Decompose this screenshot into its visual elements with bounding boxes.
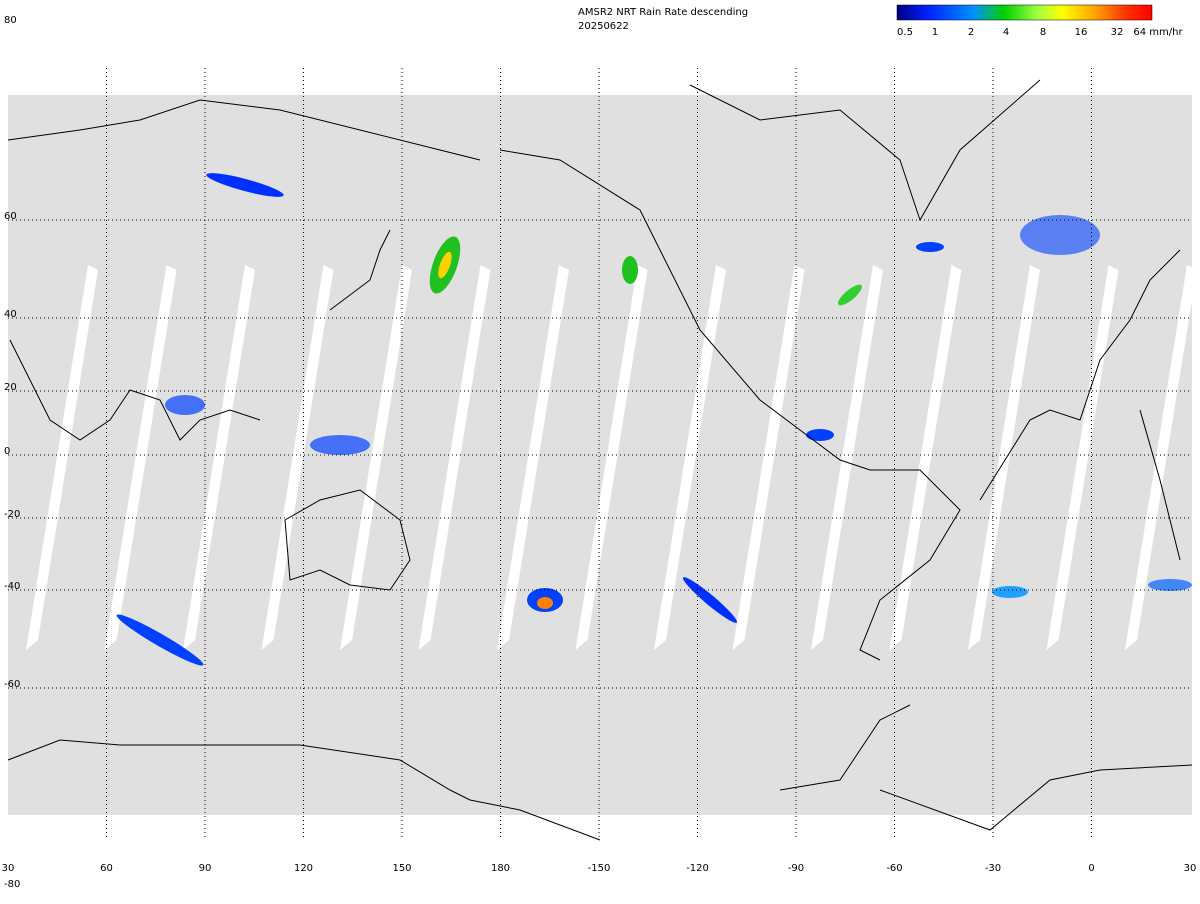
title: AMSR2 NRT Rain Rate descending — [578, 7, 748, 18]
colorbar-label: 0.5 — [897, 27, 913, 38]
colorbar-label: 4 — [1003, 27, 1009, 38]
lon-label: -90 — [788, 863, 804, 874]
swath-gap — [811, 265, 883, 650]
swath-gap — [183, 265, 255, 650]
lat-label: -20 — [4, 509, 20, 520]
colorbar-label: 8 — [1040, 27, 1046, 38]
swath-gap — [104, 265, 177, 650]
colorbar-label: 1 — [932, 27, 938, 38]
lat-label: -80 — [4, 879, 20, 890]
lon-label: 120 — [294, 863, 313, 874]
swath-gap — [26, 265, 98, 650]
lat-label: 0 — [4, 446, 10, 457]
lon-label: -60 — [886, 863, 902, 874]
lon-label: 150 — [392, 863, 411, 874]
colorbar — [896, 4, 1153, 21]
swath-gap — [889, 265, 962, 650]
swath-gap — [968, 265, 1040, 650]
lon-label: -120 — [686, 863, 709, 874]
lat-label: 80 — [4, 15, 17, 26]
colorbar-label: 2 — [968, 27, 974, 38]
swath-gap — [497, 265, 569, 650]
lon-label: -150 — [588, 863, 611, 874]
colorbar-label: 16 — [1075, 27, 1088, 38]
swath-gap — [1125, 265, 1197, 650]
colorbar-label: 64 mm/hr — [1133, 27, 1183, 38]
swath-gap — [654, 265, 726, 650]
rain-cells — [116, 173, 1192, 666]
swath-gap — [732, 265, 805, 650]
lon-label: 60 — [100, 863, 113, 874]
axis-labels: 30 60 90 120 150 180 -150 -120 -90 -60 -30 0 3080604… — [2, 15, 1197, 890]
lat-label: 60 — [4, 211, 17, 222]
swath-gap — [340, 265, 412, 650]
lon-label: 180 — [491, 863, 510, 874]
lon-label: 30 — [2, 863, 15, 874]
swath-gap — [261, 265, 334, 650]
swath-gap — [418, 265, 491, 650]
lon-label: 0 — [1088, 863, 1094, 874]
colorbar-label: 32 — [1111, 27, 1124, 38]
lon-label: 90 — [199, 863, 212, 874]
lat-label: -40 — [4, 581, 20, 592]
swath-gap — [1046, 265, 1119, 650]
lon-label: -30 — [985, 863, 1001, 874]
lon-label: 30 — [1184, 863, 1197, 874]
date: 20250622 — [578, 21, 629, 32]
lat-label: -60 — [4, 679, 20, 690]
swath-gap — [575, 265, 648, 650]
lat-label: 40 — [4, 309, 17, 320]
lat-label: 20 — [4, 382, 17, 393]
data-gaps — [26, 265, 1197, 650]
graticule — [8, 68, 1192, 840]
